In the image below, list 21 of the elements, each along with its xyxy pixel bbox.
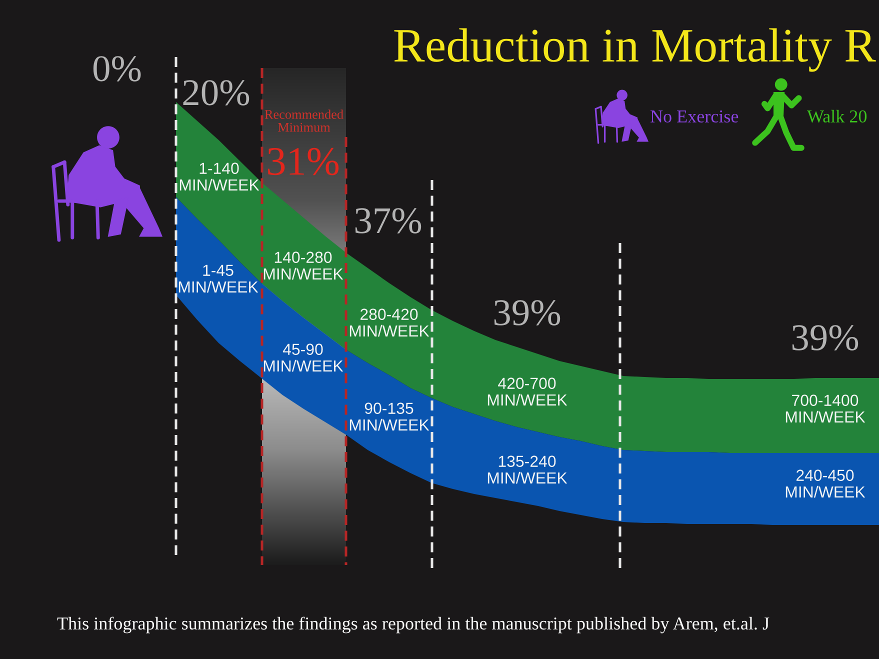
- text: 45-90 MIN/WEEK: [264, 344, 344, 372]
- text: Recommended Minimum: [264, 110, 344, 132]
- text: 90-135 MIN/WEEK: [350, 402, 430, 431]
- text: 420-700 MIN/WEEK: [488, 378, 568, 406]
- text: 700-1400 MIN/WEEK: [786, 394, 866, 423]
- text: 240-450 MIN/WEEK: [786, 470, 866, 498]
- data-label: 20%: [183, 80, 250, 106]
- text: Walk 20: [807, 110, 867, 123]
- data-label: 39%: [494, 300, 560, 326]
- text: 140-280 MIN/WEEK: [264, 252, 344, 280]
- text: This infographic summarizes the findings as reported in the manuscript published by Arem, et.al. J: [57, 616, 770, 634]
- text: 1-45 MIN/WEEK: [178, 264, 258, 293]
- data-label: 39%: [792, 325, 858, 351]
- text: 135-240 MIN/WEEK: [488, 456, 568, 484]
- data-label: 31%: [268, 148, 339, 176]
- text: 280-420 MIN/WEEK: [350, 308, 430, 337]
- text: Reduction in Mortality R: [394, 28, 876, 72]
- text: No Exercise: [650, 110, 738, 123]
- data-label: 37%: [355, 208, 422, 234]
- text: 1-140 MIN/WEEK: [180, 162, 260, 191]
- data-label: 0%: [93, 56, 141, 82]
